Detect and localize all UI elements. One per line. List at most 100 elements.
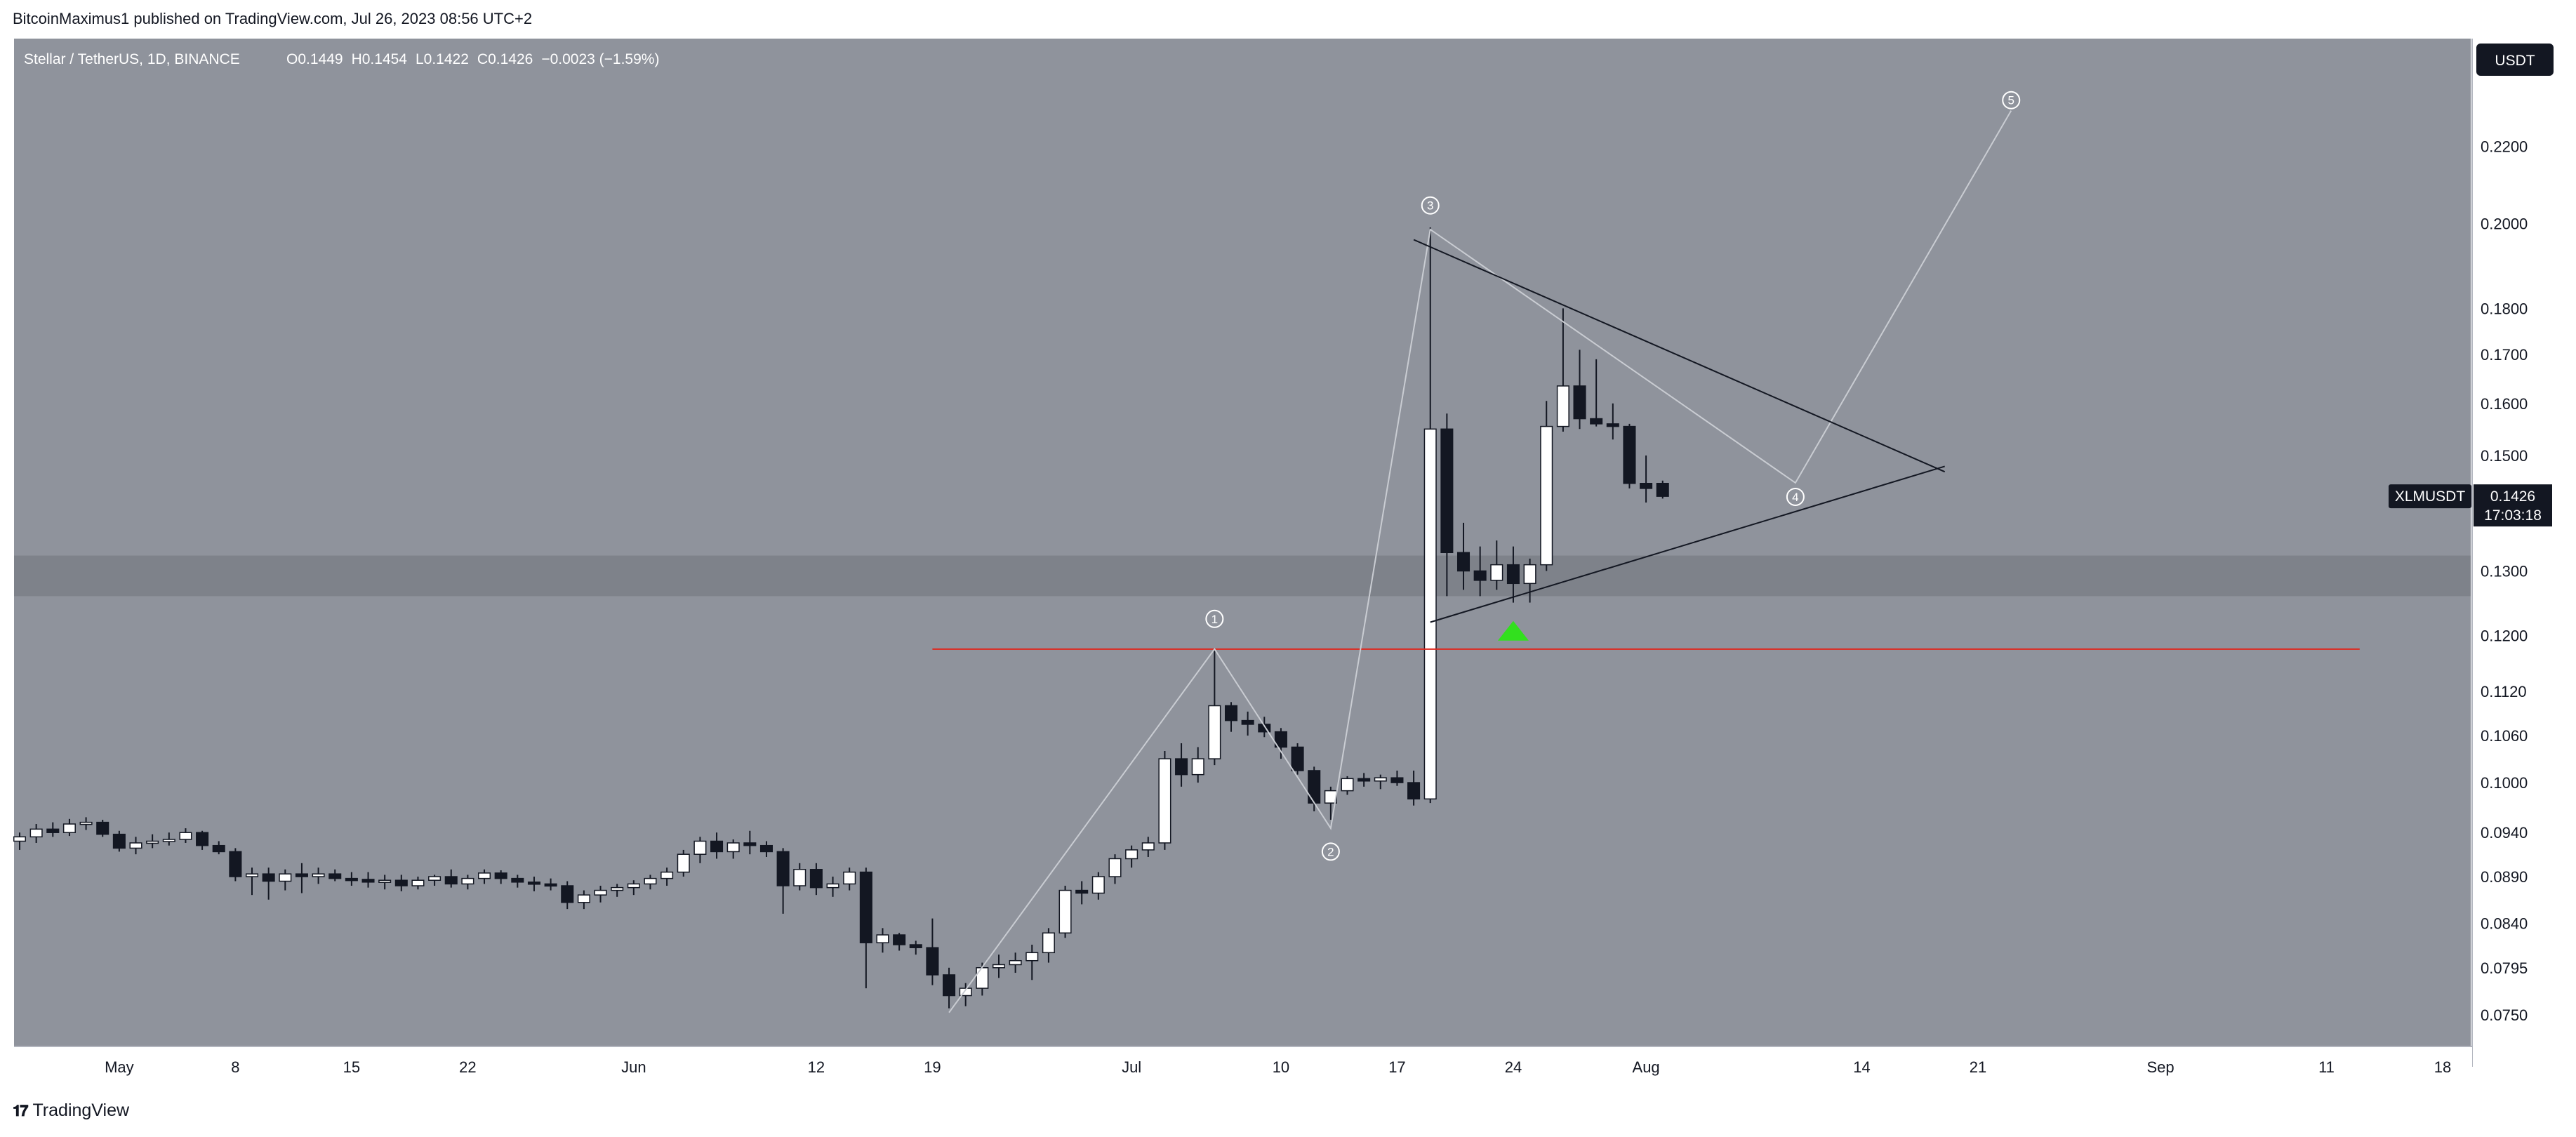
legend-low-value: 0.1422 (424, 51, 469, 67)
candle (1473, 546, 1487, 597)
wave-count-circle (1321, 842, 1340, 861)
candle-body (79, 821, 93, 825)
candle (1224, 702, 1238, 732)
candle-body (1590, 418, 1603, 425)
legend-high-value: 0.1454 (362, 51, 408, 67)
price-axis-ticks: 0.2200 0.2000 0.1800 0.1700 0.1600 0.1500 0.13… (2481, 138, 2528, 1024)
candle-body (959, 988, 972, 997)
candle (1108, 854, 1122, 884)
candle-body (677, 853, 690, 873)
candle-body (1291, 746, 1304, 771)
candle-body (577, 894, 590, 903)
time-axis[interactable] (14, 1046, 2472, 1075)
candle (1423, 227, 1437, 804)
candle (262, 867, 275, 900)
candle-body (726, 842, 740, 853)
plot-area[interactable] (14, 39, 2471, 1046)
candle-body (544, 883, 557, 887)
time-tick-label: 17 (1388, 1058, 1405, 1076)
candle (1324, 786, 1337, 820)
candle-body (843, 871, 856, 885)
candle (312, 867, 325, 884)
candle-body (461, 877, 474, 885)
candle-body (1091, 876, 1105, 894)
time-tick-label: 11 (2318, 1058, 2335, 1076)
candle (660, 867, 674, 886)
candle-body (1440, 428, 1454, 554)
candle-body (1125, 849, 1138, 860)
time-tick-label: 22 (459, 1058, 476, 1076)
publisher-line: BitcoinMaximus1 published on TradingView… (13, 10, 533, 27)
candle-body (394, 879, 408, 886)
candle-body (1473, 570, 1487, 581)
candle-body (527, 882, 540, 885)
candle (229, 848, 242, 882)
currency-label: USDT (2495, 53, 2535, 69)
candle (461, 875, 474, 890)
drawings-layer: 1 2 3 4 5 (932, 91, 2360, 1013)
candle (527, 877, 540, 891)
candle (1390, 770, 1404, 786)
candle (926, 918, 939, 985)
candle-body (328, 873, 342, 879)
candle-body (1191, 758, 1204, 776)
candle-body (1390, 777, 1404, 783)
candle (411, 877, 425, 890)
candle-body (1357, 778, 1371, 782)
footer-brand[interactable]: 𝟏𝟕 TradingView (13, 1101, 129, 1121)
wave-count-circle (1421, 196, 1440, 215)
time-tick-label: 19 (924, 1058, 941, 1076)
candle (809, 863, 823, 896)
candle-body (1042, 932, 1055, 954)
candle-body (1258, 724, 1271, 733)
candle (1357, 773, 1371, 787)
candle-body (378, 879, 392, 883)
wave-count-number: 1 (1211, 613, 1218, 626)
candle (212, 841, 225, 855)
candle-body (29, 828, 43, 838)
candle-body (1540, 425, 1553, 566)
candle-body (1407, 782, 1421, 800)
candle (478, 869, 491, 884)
candle (1374, 774, 1387, 790)
candle-body (893, 934, 906, 945)
candle-body (96, 821, 109, 835)
candle (1623, 423, 1636, 488)
candle (112, 830, 126, 852)
candle-body (943, 974, 956, 997)
price-axis[interactable] (2472, 39, 2576, 1046)
candle (743, 830, 757, 855)
time-tick-label: Aug (1633, 1058, 1660, 1076)
candle-body (1241, 719, 1254, 725)
candle (1490, 540, 1503, 590)
currency-badge[interactable]: USDT (2476, 44, 2554, 76)
candle-body (345, 877, 358, 882)
candle-body (876, 934, 889, 943)
last-price-tag[interactable]: XLMUSDT 0.1426 17:03:18 (2389, 484, 2552, 527)
time-tick-label: May (105, 1058, 134, 1076)
wave-count-circle (2002, 91, 2021, 109)
time-tick-label: 15 (343, 1058, 360, 1076)
candle-body (1308, 770, 1321, 804)
candle-body (859, 871, 872, 943)
candle-body (710, 840, 724, 853)
candle-body (1490, 564, 1503, 581)
candle-body (411, 879, 425, 886)
candle (46, 822, 60, 837)
candle (511, 875, 524, 888)
candle (279, 869, 292, 891)
candle-body (1158, 758, 1171, 844)
candle-body (295, 873, 308, 877)
candle-body (162, 839, 175, 842)
candle (444, 869, 458, 888)
candle-body (976, 967, 989, 989)
candle-body (1456, 552, 1470, 572)
candle-body (1141, 842, 1155, 851)
candle (1274, 728, 1287, 759)
candle-body (1573, 385, 1586, 420)
legend-low-label: L (416, 51, 424, 67)
price-tick-label: 0.1060 (2481, 727, 2528, 745)
up-arrow-icon (1497, 620, 1529, 641)
candle (1540, 401, 1553, 571)
